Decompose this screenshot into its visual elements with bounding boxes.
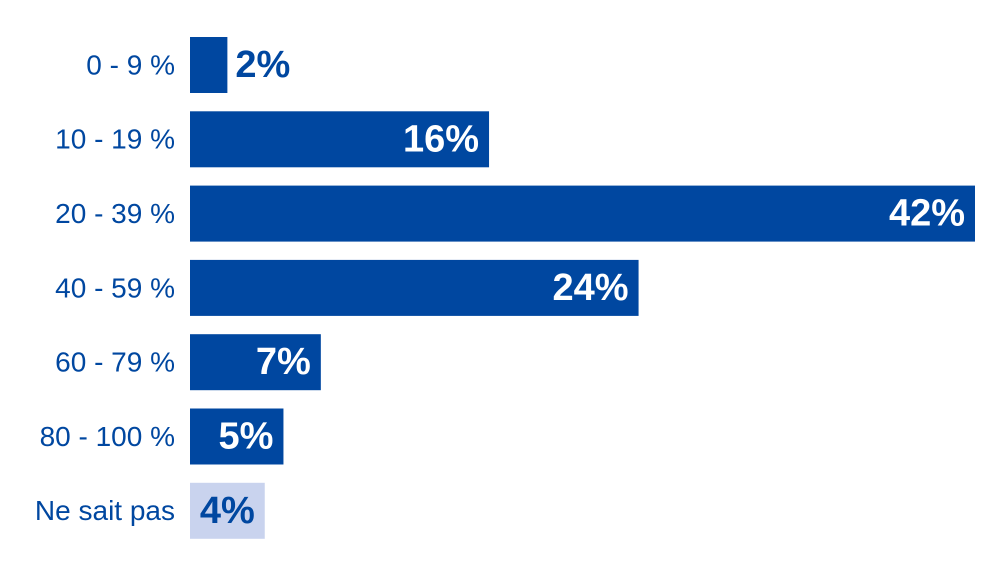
bar — [190, 334, 321, 391]
value-label: 2% — [235, 44, 290, 86]
category-label: Ne sait pas — [35, 495, 175, 526]
value-label: 4% — [200, 490, 255, 532]
category-label: 20 - 39 % — [55, 198, 175, 229]
category-label: 80 - 100 % — [40, 421, 175, 452]
value-label: 5% — [219, 416, 274, 458]
value-label: 7% — [256, 341, 311, 383]
category-label: 60 - 79 % — [55, 347, 175, 378]
category-label: 10 - 19 % — [55, 124, 175, 155]
value-label: 16% — [403, 118, 479, 160]
bar — [190, 185, 975, 242]
bar — [190, 37, 228, 93]
category-label: 0 - 9 % — [86, 49, 175, 80]
value-label: 24% — [553, 267, 629, 309]
value-label: 42% — [889, 193, 965, 235]
bar — [190, 482, 265, 539]
category-label: 40 - 59 % — [55, 272, 175, 303]
bar — [190, 408, 284, 465]
bar — [190, 259, 639, 316]
bar — [190, 111, 490, 168]
